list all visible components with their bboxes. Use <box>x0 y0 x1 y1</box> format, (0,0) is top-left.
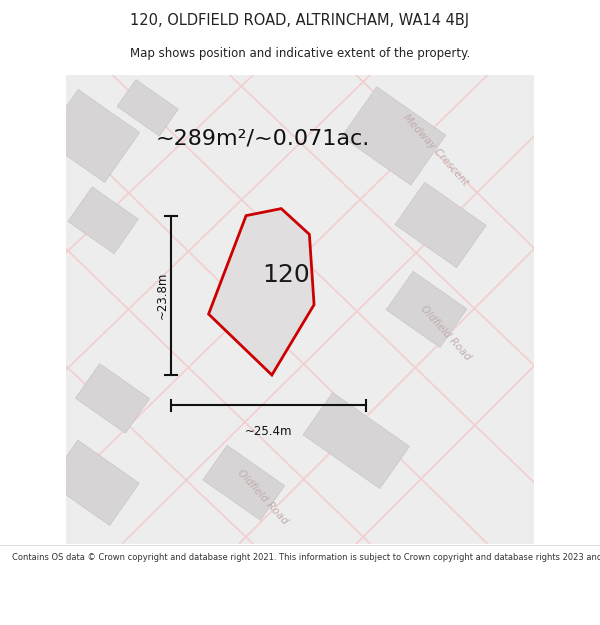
Text: Map shows position and indicative extent of the property.: Map shows position and indicative extent… <box>130 48 470 61</box>
Polygon shape <box>117 79 178 136</box>
Text: Contains OS data © Crown copyright and database right 2021. This information is : Contains OS data © Crown copyright and d… <box>12 554 600 562</box>
Polygon shape <box>386 271 467 348</box>
Polygon shape <box>395 182 486 268</box>
Polygon shape <box>43 89 140 182</box>
Polygon shape <box>209 209 314 375</box>
Text: 120, OLDFIELD ROAD, ALTRINCHAM, WA14 4BJ: 120, OLDFIELD ROAD, ALTRINCHAM, WA14 4BJ <box>130 14 470 29</box>
Text: ~289m²/~0.071ac.: ~289m²/~0.071ac. <box>155 128 370 148</box>
Polygon shape <box>76 364 149 433</box>
Polygon shape <box>342 87 446 185</box>
Text: ~25.4m: ~25.4m <box>245 425 292 438</box>
Text: Oldfield Road: Oldfield Road <box>418 304 472 362</box>
Polygon shape <box>203 446 284 520</box>
Text: Medway Crescent: Medway Crescent <box>401 112 470 188</box>
Polygon shape <box>48 440 139 526</box>
Polygon shape <box>68 187 138 254</box>
Text: 120: 120 <box>262 263 310 288</box>
Text: ~23.8m: ~23.8m <box>156 272 169 319</box>
Text: Oldfield Road: Oldfield Road <box>235 468 290 526</box>
Polygon shape <box>303 392 409 489</box>
